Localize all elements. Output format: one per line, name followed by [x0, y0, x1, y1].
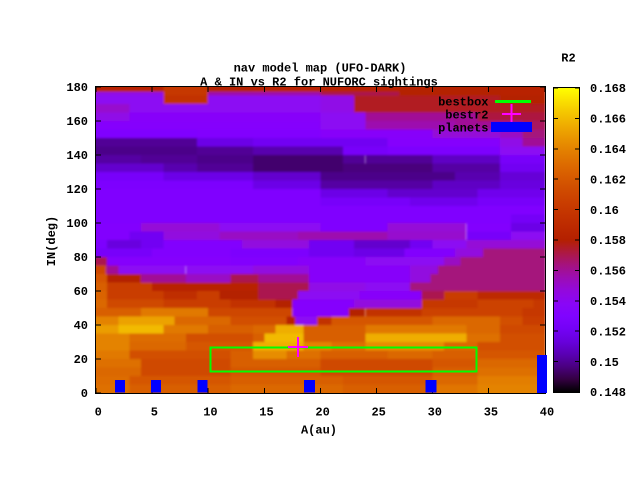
- svg-text:160: 160: [66, 115, 88, 129]
- svg-text:140: 140: [66, 149, 88, 163]
- svg-text:A & IN vs R2 for NUFORC sighti: A & IN vs R2 for NUFORC sightings: [200, 76, 438, 90]
- svg-text:40: 40: [74, 319, 88, 333]
- svg-text:0.166: 0.166: [590, 113, 626, 127]
- svg-text:0.156: 0.156: [590, 265, 626, 279]
- svg-text:planets: planets: [438, 122, 488, 136]
- svg-text:A(au): A(au): [301, 424, 337, 438]
- svg-text:20: 20: [74, 353, 88, 367]
- svg-text:bestr2: bestr2: [445, 109, 488, 123]
- svg-text:0: 0: [95, 405, 102, 419]
- svg-text:0.15: 0.15: [590, 356, 619, 370]
- svg-text:120: 120: [66, 183, 88, 197]
- svg-text:0: 0: [81, 387, 88, 401]
- svg-text:25: 25: [371, 405, 385, 419]
- svg-text:100: 100: [66, 217, 88, 231]
- svg-text:IN(deg): IN(deg): [45, 216, 59, 266]
- svg-text:60: 60: [74, 285, 88, 299]
- svg-text:nav model map (UFO-DARK): nav model map (UFO-DARK): [234, 62, 407, 76]
- svg-text:R2: R2: [561, 52, 575, 66]
- svg-text:35: 35: [484, 405, 498, 419]
- svg-text:0.152: 0.152: [590, 325, 626, 339]
- svg-text:40: 40: [540, 405, 554, 419]
- svg-text:0.162: 0.162: [590, 173, 626, 187]
- svg-text:0.158: 0.158: [590, 234, 626, 248]
- svg-text:0.168: 0.168: [590, 82, 626, 96]
- svg-text:bestbox: bestbox: [438, 96, 488, 110]
- svg-text:30: 30: [428, 405, 442, 419]
- svg-text:0.164: 0.164: [590, 143, 626, 157]
- svg-text:0.16: 0.16: [590, 204, 619, 218]
- svg-text:20: 20: [315, 405, 329, 419]
- svg-text:10: 10: [203, 405, 217, 419]
- svg-text:0.154: 0.154: [590, 295, 626, 309]
- svg-text:180: 180: [66, 81, 88, 95]
- svg-text:80: 80: [74, 251, 88, 265]
- svg-text:15: 15: [259, 405, 273, 419]
- svg-text:0.148: 0.148: [590, 386, 626, 400]
- svg-text:5: 5: [151, 405, 158, 419]
